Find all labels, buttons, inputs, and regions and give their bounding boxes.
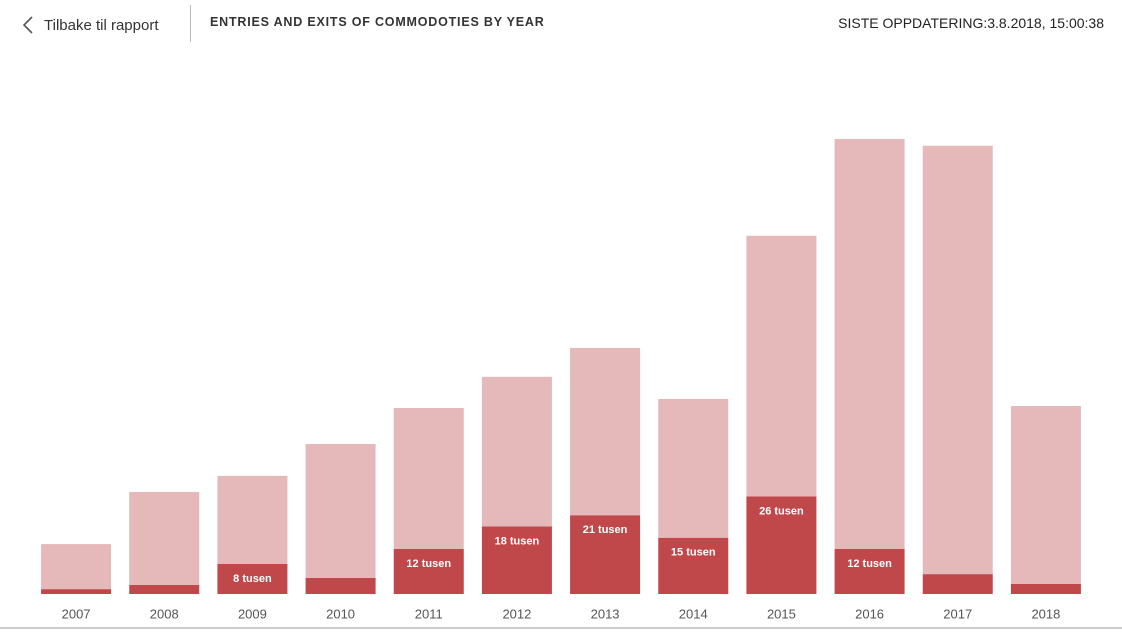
back-link[interactable]: Tilbake til rapport: [22, 12, 159, 38]
bar-segment: [834, 139, 905, 549]
x-tick-label: 2018: [1031, 606, 1060, 621]
bar-segment: [922, 574, 993, 594]
x-tick-label: 2011: [415, 606, 443, 621]
x-tick-label: 2010: [326, 606, 355, 621]
data-label: 12 tusen: [406, 558, 451, 570]
bar-segment: [129, 584, 200, 594]
bar-segment: [746, 496, 817, 594]
data-label: 8 tusen: [233, 573, 272, 585]
bar-segment: [1010, 583, 1081, 594]
x-tick-label: 2012: [502, 606, 531, 621]
bar-segment: [658, 537, 729, 594]
bar-segment: [217, 563, 288, 594]
x-tick-label: 2015: [767, 606, 796, 621]
bar-segment: [305, 443, 376, 578]
back-icon: [22, 16, 33, 34]
x-tick-label: 2013: [591, 606, 620, 621]
bar-segment: [41, 544, 112, 590]
x-tick-label: 2008: [150, 606, 179, 621]
bar-segment: [41, 589, 112, 594]
x-tick-label: 2014: [679, 606, 708, 621]
bar-segment: [570, 347, 641, 516]
bar-segment: [746, 235, 817, 497]
x-tick-label: 2007: [62, 606, 91, 621]
bar-segment: [393, 548, 464, 594]
data-label: 15 tusen: [671, 547, 716, 559]
data-label: 21 tusen: [583, 524, 628, 536]
bar-segment: [129, 491, 200, 585]
chart-title: ENTRIES AND EXITS OF COMMODOTIES BY YEAR: [210, 15, 545, 29]
bar-segment: [1010, 406, 1081, 584]
bar-segment: [481, 526, 552, 594]
data-label: 18 tusen: [495, 535, 540, 547]
separator: [190, 5, 191, 42]
bar-segment: [658, 398, 729, 538]
bar-segment: [922, 145, 993, 575]
bar-segment: [481, 376, 552, 527]
x-tick-label: 2017: [943, 606, 972, 621]
last-updated: SISTE OPPDATERING:3.8.2018, 15:00:38: [838, 15, 1104, 31]
bar-segment: [305, 577, 376, 594]
back-text[interactable]: Tilbake til rapport: [44, 16, 159, 34]
bar-segment: [393, 407, 464, 549]
x-tick-label: 2016: [855, 606, 884, 621]
data-label: 26 tusen: [759, 505, 804, 517]
bar-segment: [217, 475, 288, 564]
x-tick-label: 2009: [238, 606, 267, 621]
bar-segment: [834, 548, 905, 594]
data-label: 12 tusen: [847, 558, 892, 570]
bar-segment: [570, 515, 641, 594]
